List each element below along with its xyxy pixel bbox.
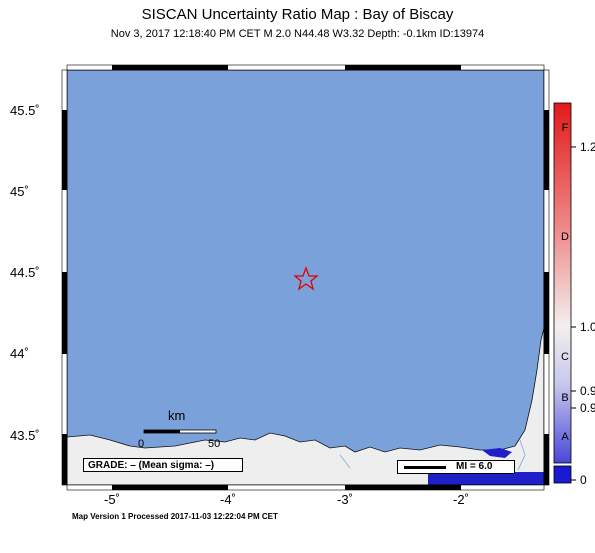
- grade-letter: B: [561, 392, 569, 404]
- colorbar-tick: 1.0: [580, 320, 595, 334]
- epicenter-star: [293, 266, 319, 291]
- grade-letter: C: [561, 351, 569, 363]
- lon-label: -5˚: [104, 492, 120, 507]
- map-title: SISCAN Uncertainty Ratio Map : Bay of Bi…: [141, 6, 454, 23]
- colorbar-tick: 0: [580, 473, 587, 487]
- scale-zero: 0: [138, 438, 145, 450]
- lon-label: -2˚: [453, 492, 469, 507]
- mi-text: MI = 6.0: [456, 461, 493, 472]
- lat-label: 44˚: [10, 346, 29, 361]
- scale-unit: km: [168, 408, 186, 423]
- colorbar: [553, 102, 576, 484]
- processing-footer: Map Version 1 Processed 2017-11-03 12:22…: [72, 512, 278, 521]
- colorbar-tick: 1.2: [580, 140, 595, 154]
- land-area: [66, 327, 545, 486]
- event-info: Nov 3, 2017 12:18:40 PM CET M 2.0 N44.48…: [110, 28, 485, 40]
- grade-letter: F: [561, 122, 569, 134]
- mi-legend: MI = 6.0: [397, 460, 515, 474]
- colorbar-tick: 0.9: [580, 384, 595, 398]
- lat-label: 45.5˚: [10, 103, 40, 118]
- scale-bar: [143, 429, 217, 434]
- grade-letter: A: [561, 431, 569, 443]
- lon-label: -3˚: [337, 492, 353, 507]
- map-area: [66, 69, 545, 486]
- lat-label: 43.5˚: [10, 428, 40, 443]
- map-frame-ticks: [61, 64, 550, 491]
- lat-label: 44.5˚: [10, 265, 40, 280]
- lon-label: -4˚: [220, 492, 236, 507]
- colorbar-tick: 0.9: [580, 401, 595, 415]
- grade-box: GRADE: – (Mean sigma: –): [83, 458, 243, 472]
- lat-label: 45˚: [10, 184, 29, 199]
- grade-letter: D: [561, 231, 569, 243]
- scale-fifty: 50: [208, 438, 221, 450]
- mi-line: [404, 466, 446, 469]
